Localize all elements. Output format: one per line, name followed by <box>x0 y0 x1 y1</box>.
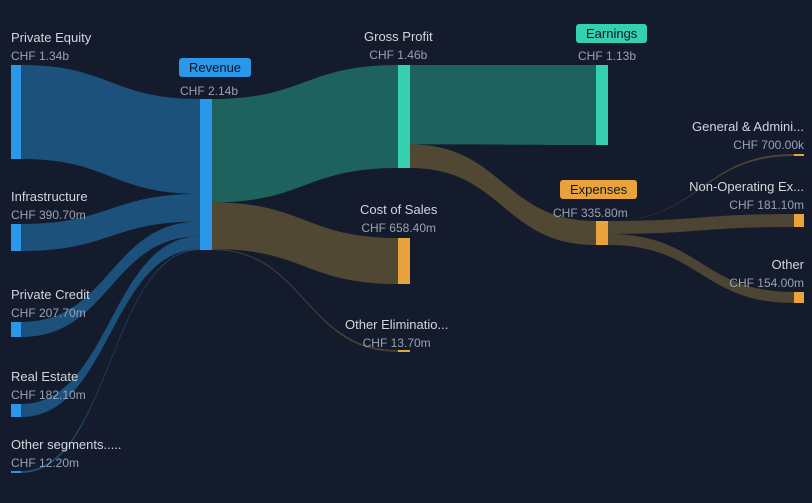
expenses-tag[interactable]: Expenses <box>560 180 637 199</box>
source-label-pc: Private CreditCHF 207.70m <box>11 286 90 321</box>
cost-of-sales-node[interactable] <box>398 238 410 284</box>
expenses-node[interactable] <box>596 221 608 245</box>
source-node-oth[interactable] <box>11 471 21 473</box>
earnings-tag[interactable]: Earnings <box>576 24 647 43</box>
cost-of-sales-label: Cost of Sales CHF 658.40m <box>360 201 437 236</box>
source-node-pc[interactable] <box>11 322 21 337</box>
dest-label-othE: OtherCHF 154.00m <box>729 256 804 291</box>
other-elim-label: Other Eliminatio... CHF 13.70m <box>345 316 448 351</box>
dest-label-nox: Non-Operating Ex...CHF 181.10m <box>689 178 804 213</box>
revenue-node[interactable] <box>200 99 212 250</box>
revenue-value: CHF 2.14b <box>180 82 238 100</box>
other-elim-node[interactable] <box>398 350 410 352</box>
source-node-infra[interactable] <box>11 224 21 251</box>
earnings-value: CHF 1.13b <box>578 47 636 65</box>
gross-profit-node[interactable] <box>398 65 410 168</box>
source-label-infra: InfrastructureCHF 390.70m <box>11 188 88 223</box>
expenses-value: CHF 335.80m <box>553 204 628 222</box>
source-node-pe[interactable] <box>11 65 21 159</box>
dest-node-nox[interactable] <box>794 214 804 227</box>
dest-node-ga[interactable] <box>794 154 804 156</box>
dest-node-othE[interactable] <box>794 292 804 303</box>
earnings-node[interactable] <box>596 65 608 145</box>
source-label-pe: Private EquityCHF 1.34b <box>11 29 91 64</box>
source-label-re: Real EstateCHF 182.10m <box>11 368 86 403</box>
source-node-re[interactable] <box>11 404 21 417</box>
dest-label-ga: General & Admini...CHF 700.00k <box>692 118 804 153</box>
source-label-oth: Other segments.....CHF 12.20m <box>11 436 122 471</box>
revenue-tag[interactable]: Revenue <box>179 58 251 77</box>
gross-profit-label: Gross Profit CHF 1.46b <box>364 28 433 63</box>
